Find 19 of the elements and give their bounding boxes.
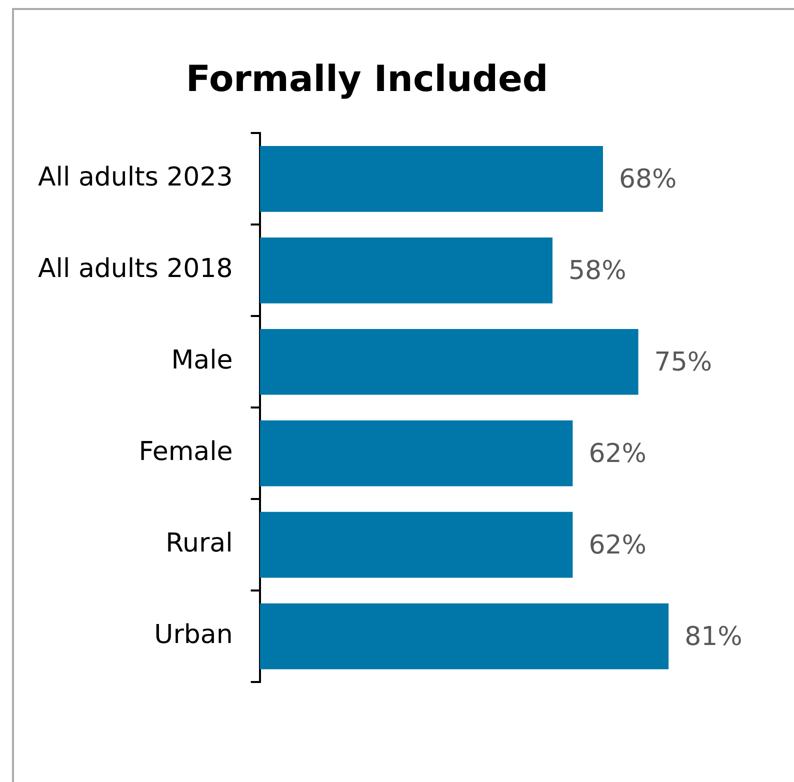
bar bbox=[260, 328, 638, 395]
data-label: 68% bbox=[618, 164, 677, 195]
y-tick-label: Male bbox=[171, 346, 233, 376]
bar bbox=[260, 146, 603, 212]
y-tick-label: All adults 2023 bbox=[38, 162, 233, 193]
y-tick-label: Female bbox=[138, 437, 233, 468]
y-tick-label: Rural bbox=[166, 528, 233, 559]
data-label: 81% bbox=[684, 622, 742, 652]
bar bbox=[260, 420, 573, 486]
data-label: 58% bbox=[568, 256, 626, 286]
y-tick-label: All adults 2018 bbox=[38, 254, 233, 284]
chart-title: Formally Included bbox=[186, 58, 548, 100]
y-tick-label: Urban bbox=[154, 620, 233, 650]
bar bbox=[260, 512, 573, 578]
bar bbox=[260, 603, 669, 670]
data-label: 62% bbox=[588, 530, 646, 561]
data-label: 75% bbox=[654, 348, 712, 378]
data-label: 62% bbox=[588, 439, 646, 470]
bar bbox=[260, 237, 553, 304]
